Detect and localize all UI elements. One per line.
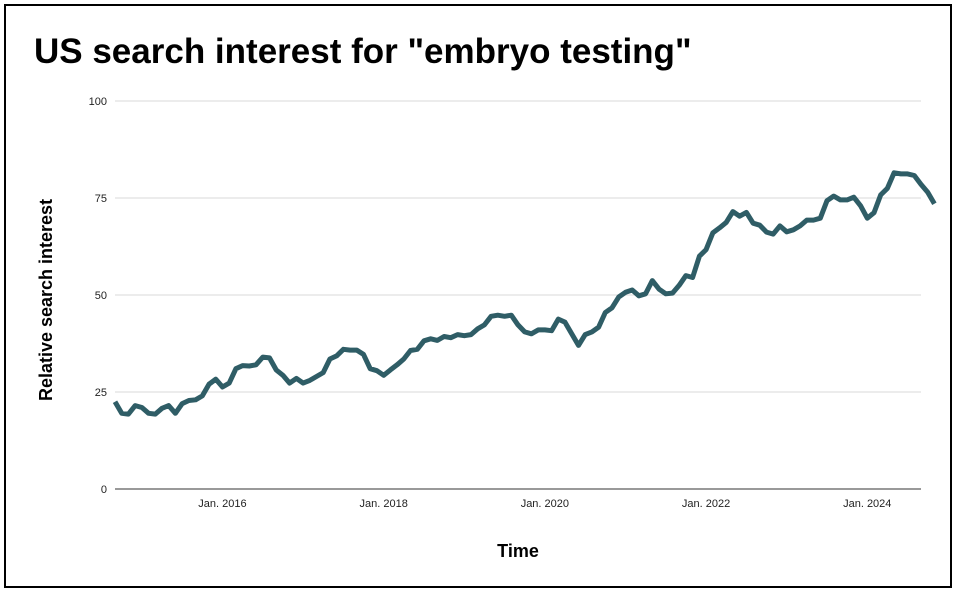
y-tick-label: 100 bbox=[89, 96, 107, 108]
series-line bbox=[112, 170, 937, 417]
y-tick-label: 75 bbox=[95, 193, 107, 205]
x-tick-label: Jan. 2022 bbox=[682, 498, 730, 510]
x-tick-label: Jan. 2020 bbox=[521, 498, 569, 510]
y-axis-title: Relative search interest bbox=[36, 199, 56, 401]
x-tick-label: Jan. 2024 bbox=[843, 498, 891, 510]
series-layer bbox=[112, 170, 937, 417]
gridlines bbox=[115, 100, 921, 490]
x-axis-title: Time bbox=[497, 541, 539, 561]
y-tick-label: 50 bbox=[95, 290, 107, 302]
y-tick-label: 25 bbox=[95, 387, 107, 399]
y-tick-label: 0 bbox=[101, 484, 107, 496]
x-tick-labels: Jan. 2016 Jan. 2018 Jan. 2020 Jan. 2022 Jan.… bbox=[198, 498, 891, 510]
x-tick-label: Jan. 2018 bbox=[360, 498, 408, 510]
chart-title: US search interest for "embryo testing" bbox=[34, 32, 692, 71]
y-tick-labels: 0 25 50 75 100 bbox=[89, 96, 107, 496]
x-tick-label: Jan. 2016 bbox=[198, 498, 246, 510]
